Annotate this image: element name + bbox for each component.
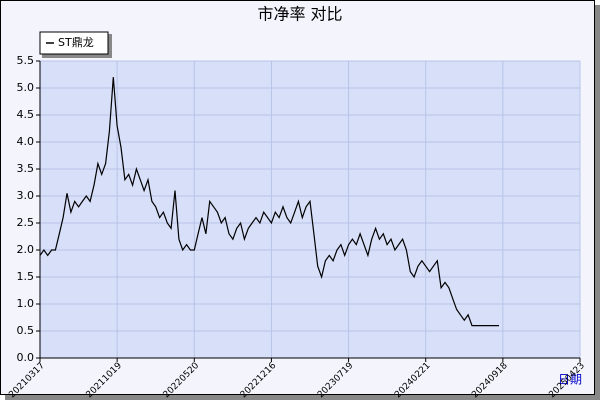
legend-label: ST鼎龙 <box>58 36 94 49</box>
y-tick-label: 2.0 <box>17 243 35 256</box>
shadow <box>5 395 600 400</box>
y-tick-label: 1.5 <box>17 270 35 283</box>
legend-box <box>39 31 109 55</box>
shadow <box>595 5 600 400</box>
chart-title: 市净率 对比 <box>257 5 342 24</box>
y-tick-label: 3.5 <box>17 162 35 175</box>
y-tick-label: 0.5 <box>17 324 35 337</box>
y-tick-label: 4.0 <box>17 135 35 148</box>
y-tick-label: 3.0 <box>17 189 35 202</box>
x-axis-label: 日期 <box>558 373 582 387</box>
y-tick-label: 2.5 <box>17 216 35 229</box>
y-tick-label: 0.0 <box>17 351 35 364</box>
y-tick-label: 4.5 <box>17 108 35 121</box>
plot-area <box>40 61 580 358</box>
series-line <box>39 77 499 327</box>
y-tick-label: 5.0 <box>17 81 35 94</box>
y-tick-label: 5.5 <box>17 54 35 67</box>
y-tick-label: 1.0 <box>17 297 35 310</box>
